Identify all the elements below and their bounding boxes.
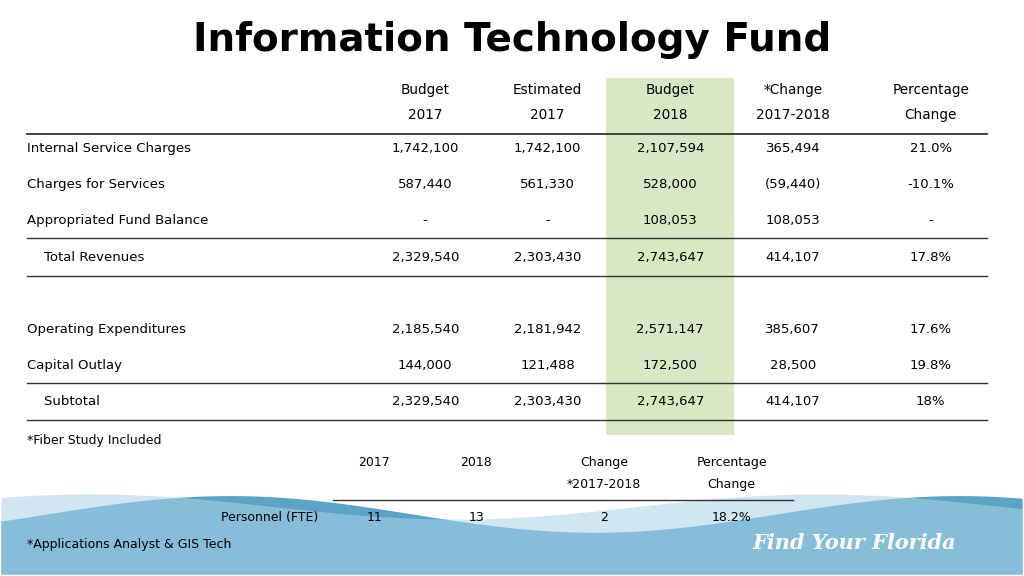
Polygon shape <box>1 494 1023 575</box>
Text: 17.6%: 17.6% <box>909 323 951 336</box>
Text: 2,743,647: 2,743,647 <box>637 251 703 264</box>
Text: 2: 2 <box>600 510 608 524</box>
Text: Change: Change <box>580 456 628 469</box>
Text: 2,329,540: 2,329,540 <box>391 251 459 264</box>
Text: Subtotal: Subtotal <box>27 395 99 408</box>
Text: 18.2%: 18.2% <box>712 510 752 524</box>
Text: 28,500: 28,500 <box>770 359 816 372</box>
Text: Percentage: Percentage <box>696 456 767 469</box>
Text: 172,500: 172,500 <box>643 359 697 372</box>
Text: Charges for Services: Charges for Services <box>27 179 165 191</box>
Text: 2,107,594: 2,107,594 <box>637 142 703 156</box>
Text: 414,107: 414,107 <box>766 251 820 264</box>
Text: Budget: Budget <box>400 84 450 97</box>
Text: *2017-2018: *2017-2018 <box>567 478 641 491</box>
Text: Total Revenues: Total Revenues <box>27 251 144 264</box>
Text: 108,053: 108,053 <box>766 214 820 228</box>
Text: 2017-2018: 2017-2018 <box>756 108 829 122</box>
Text: Information Technology Fund: Information Technology Fund <box>193 21 831 59</box>
Text: 11: 11 <box>367 510 382 524</box>
Text: Budget: Budget <box>646 84 695 97</box>
Text: 365,494: 365,494 <box>766 142 820 156</box>
Text: 144,000: 144,000 <box>398 359 453 372</box>
Text: *Applications Analyst & GIS Tech: *Applications Analyst & GIS Tech <box>27 537 231 551</box>
Text: 2,303,430: 2,303,430 <box>514 251 582 264</box>
Text: Appropriated Fund Balance: Appropriated Fund Balance <box>27 214 208 228</box>
Text: 17.8%: 17.8% <box>909 251 951 264</box>
Text: -: - <box>546 214 550 228</box>
Text: Internal Service Charges: Internal Service Charges <box>27 142 190 156</box>
Text: -: - <box>929 214 933 228</box>
Text: Find Your Florida: Find Your Florida <box>753 533 956 553</box>
Text: 19.8%: 19.8% <box>909 359 951 372</box>
Text: 2,181,942: 2,181,942 <box>514 323 582 336</box>
Text: Operating Expenditures: Operating Expenditures <box>27 323 185 336</box>
Text: Estimated: Estimated <box>513 84 583 97</box>
Text: Change: Change <box>708 478 756 491</box>
Text: -10.1%: -10.1% <box>907 179 954 191</box>
Text: 561,330: 561,330 <box>520 179 575 191</box>
Text: *Fiber Study Included: *Fiber Study Included <box>27 434 162 446</box>
Text: 2017: 2017 <box>530 108 565 122</box>
Text: Capital Outlay: Capital Outlay <box>27 359 122 372</box>
Text: 1,742,100: 1,742,100 <box>514 142 582 156</box>
Text: Personnel (FTE): Personnel (FTE) <box>221 510 318 524</box>
Text: 1,742,100: 1,742,100 <box>391 142 459 156</box>
Text: 2,743,647: 2,743,647 <box>637 395 703 408</box>
Text: 2,185,540: 2,185,540 <box>391 323 459 336</box>
Polygon shape <box>1 496 1023 575</box>
Text: 528,000: 528,000 <box>643 179 697 191</box>
Text: 121,488: 121,488 <box>520 359 575 372</box>
FancyBboxPatch shape <box>606 78 734 435</box>
Text: 587,440: 587,440 <box>398 179 453 191</box>
Text: 21.0%: 21.0% <box>909 142 951 156</box>
Text: Change: Change <box>904 108 956 122</box>
Text: *Change: *Change <box>763 84 822 97</box>
Text: 108,053: 108,053 <box>643 214 697 228</box>
Text: 2,303,430: 2,303,430 <box>514 395 582 408</box>
Text: 2018: 2018 <box>653 108 687 122</box>
Text: 13: 13 <box>468 510 484 524</box>
Text: 414,107: 414,107 <box>766 395 820 408</box>
Text: 2017: 2017 <box>408 108 442 122</box>
Text: 2,329,540: 2,329,540 <box>391 395 459 408</box>
Text: 18%: 18% <box>915 395 945 408</box>
Text: 385,607: 385,607 <box>766 323 820 336</box>
Text: 2018: 2018 <box>461 456 493 469</box>
Text: Percentage: Percentage <box>892 84 969 97</box>
Text: -: - <box>423 214 428 228</box>
Text: 2017: 2017 <box>358 456 390 469</box>
Text: 2,571,147: 2,571,147 <box>637 323 705 336</box>
Text: (59,440): (59,440) <box>765 179 821 191</box>
